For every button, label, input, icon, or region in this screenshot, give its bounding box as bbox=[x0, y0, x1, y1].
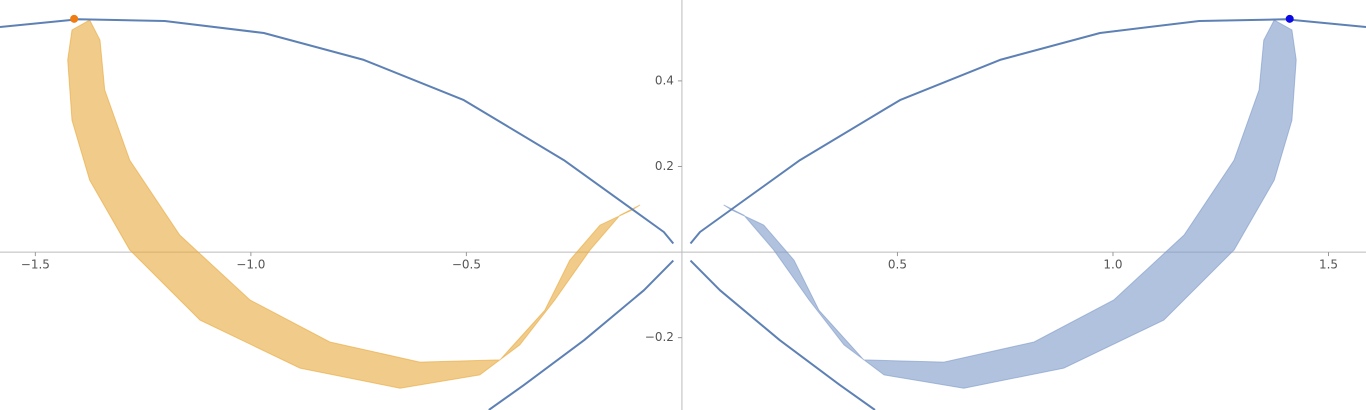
curve bbox=[488, 259, 675, 410]
curve bbox=[689, 259, 876, 410]
y-tick-label: 0.2 bbox=[655, 159, 674, 173]
x-tick-label: 1.0 bbox=[1103, 258, 1122, 272]
point bbox=[70, 14, 79, 23]
x-tick-label: −1.0 bbox=[236, 258, 265, 272]
x-tick-label: −1.5 bbox=[21, 258, 50, 272]
area bbox=[723, 19, 1297, 389]
x-tick-label: 1.5 bbox=[1319, 258, 1338, 272]
curve bbox=[689, 18, 1366, 245]
y-tick-label: −0.2 bbox=[645, 330, 674, 344]
y-tick-label: 0.4 bbox=[655, 73, 674, 87]
point bbox=[1285, 14, 1294, 23]
x-tick-label: 0.5 bbox=[888, 258, 907, 272]
area bbox=[67, 19, 641, 389]
x-tick-label: −0.5 bbox=[452, 258, 481, 272]
curve bbox=[0, 18, 675, 245]
